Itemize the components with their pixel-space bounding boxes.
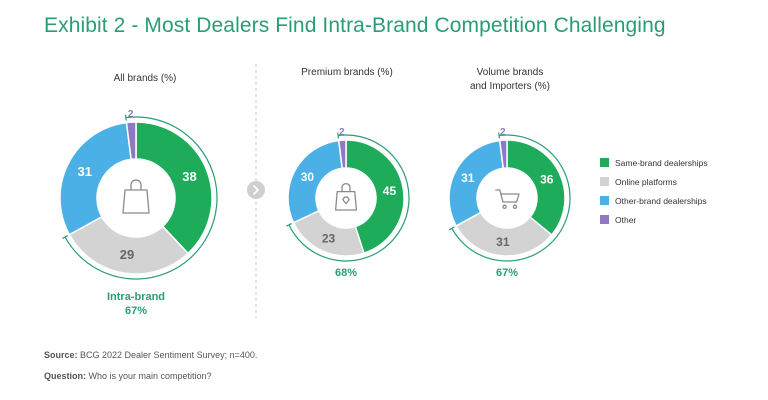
source-label: Source: <box>44 350 78 360</box>
chart-title-all-brands: All brands (%) <box>113 73 177 84</box>
value-label-online-chart-2: 23 <box>322 231 336 245</box>
bag-handle <box>341 182 351 193</box>
slice-online-chart-3 <box>455 211 553 257</box>
intra-brand-arc-chart-1 <box>64 116 218 280</box>
intra-brand-arc-tick-2-chart-2 <box>286 223 292 227</box>
legend-item-other-brand: Other-brand dealerships <box>600 191 708 210</box>
value-label-other-chart-1: 2 <box>128 109 134 120</box>
arc-label-value-chart-2: 68% <box>335 267 357 279</box>
cart-wheel-left <box>502 204 507 210</box>
value-label-online-chart-1: 29 <box>120 247 134 262</box>
value-label-online-chart-3: 31 <box>496 235 510 249</box>
legend-label-other-brand: Other-brand dealerships <box>615 195 707 206</box>
donut-center-chart-2 <box>317 169 375 227</box>
exhibit-title: Exhibit 2 - Most Dealers Find Intra-Bran… <box>44 14 666 37</box>
slice-other-chart-2 <box>337 139 347 170</box>
value-label-other-brand-chart-3: 31 <box>461 171 475 185</box>
value-label-other-chart-2: 2 <box>339 127 345 138</box>
legend-item-other: Other <box>600 210 708 229</box>
chart-title-volume: Volume brands and Importers (%) <box>435 66 585 94</box>
diamond-mark <box>342 196 350 205</box>
source-note: Source: BCG 2022 Dealer Sentiment Survey… <box>44 350 257 360</box>
slice-same-brand-chart-2 <box>345 139 405 255</box>
value-label-same-brand-chart-2: 45 <box>383 184 397 198</box>
luxury-bag-icon <box>334 190 358 211</box>
arc-label-value-chart-1: 67% <box>125 305 147 317</box>
slice-same-brand-chart-3 <box>506 139 566 237</box>
bag-handle <box>130 179 142 191</box>
legend-item-online: Online platforms <box>600 172 708 191</box>
intra-brand-arc-chart-3 <box>451 134 571 262</box>
donut-center-chart-3 <box>478 169 536 227</box>
intra-brand-arc-tick-1-chart-1 <box>124 114 127 121</box>
legend-label-online: Online platforms <box>615 176 677 187</box>
chart-title-volume-line2: and Importers (%) <box>469 81 551 92</box>
legend: Same-brand dealerships Online platforms … <box>600 153 708 229</box>
intra-brand-arc-tick-2-chart-1 <box>62 235 68 239</box>
intra-brand-arc-tick-1-chart-2 <box>337 132 340 139</box>
value-label-same-brand-chart-3: 36 <box>540 172 554 186</box>
intra-brand-arc-chart-2 <box>288 134 410 262</box>
arrow-circle <box>247 181 265 199</box>
arc-label-value-chart-3: 67% <box>496 267 518 279</box>
question-note: Question: Who is your main competition? <box>44 371 212 381</box>
legend-swatch-same-brand <box>600 158 609 167</box>
shopping-bag-icon <box>122 189 150 214</box>
slice-online-chart-1 <box>68 215 190 275</box>
arc-label-title-chart-1: Intra-brand <box>107 291 165 303</box>
legend-label-same-brand: Same-brand dealerships <box>615 157 708 168</box>
legend-swatch-other-brand <box>600 196 609 205</box>
slice-other-brand-chart-2 <box>287 139 344 224</box>
slice-other-chart-1 <box>125 121 137 161</box>
chart-title-premium: Premium brands (%) <box>301 67 393 78</box>
legend-swatch-other <box>600 215 609 224</box>
slice-same-brand-chart-1 <box>135 121 213 255</box>
cart-wheel-right <box>512 204 518 210</box>
donut-center-chart-1 <box>98 160 174 236</box>
chart-title-volume-line1: Volume brands <box>476 67 544 78</box>
slice-other-brand-chart-3 <box>448 139 505 227</box>
slice-other-brand-chart-1 <box>59 121 132 236</box>
intra-brand-arc-tick-1-chart-3 <box>498 132 501 139</box>
value-label-same-brand-chart-1: 38 <box>182 169 196 184</box>
slice-other-chart-3 <box>498 139 508 170</box>
question-text: Who is your main competition? <box>86 371 212 381</box>
question-label: Question: <box>44 371 86 381</box>
legend-swatch-online <box>600 177 609 186</box>
value-label-other-chart-3: 2 <box>500 127 506 138</box>
legend-label-other: Other <box>615 214 637 225</box>
value-label-other-brand-chart-1: 31 <box>78 164 92 179</box>
value-label-other-brand-chart-2: 30 <box>301 170 315 184</box>
chevron-right-icon <box>253 185 259 195</box>
shopping-cart-icon <box>495 189 520 203</box>
intra-brand-arc-tick-2-chart-3 <box>448 226 455 231</box>
source-text: BCG 2022 Dealer Sentiment Survey; n=400. <box>77 350 258 360</box>
legend-item-same-brand: Same-brand dealerships <box>600 153 708 172</box>
